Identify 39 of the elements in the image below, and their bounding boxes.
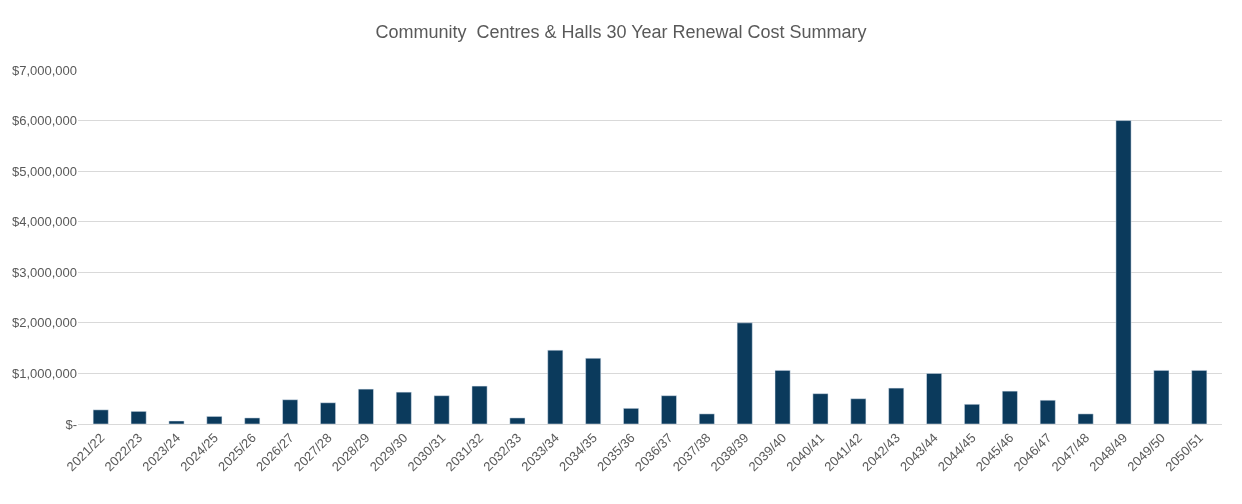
y-tick-label: $3,000,000 <box>11 264 77 280</box>
y-tick-label: $4,000,000 <box>11 214 77 230</box>
bar <box>661 395 677 424</box>
bar <box>812 393 829 424</box>
bar <box>1077 413 1094 424</box>
y-tick-label: $1,000,000 <box>11 365 77 381</box>
bar <box>395 391 412 424</box>
bar <box>1191 370 1208 424</box>
bar <box>623 408 639 424</box>
bar <box>926 373 942 424</box>
bar <box>471 385 488 424</box>
y-tick-label: $- <box>65 416 77 432</box>
bar <box>850 398 867 424</box>
bar <box>888 387 905 424</box>
bar <box>585 358 601 424</box>
bar <box>1115 120 1132 424</box>
y-tick-label: $2,000,000 <box>11 315 77 331</box>
bar <box>168 420 185 424</box>
bar <box>1039 399 1056 424</box>
bar <box>244 417 261 424</box>
bar <box>320 402 336 424</box>
bar <box>282 399 298 424</box>
bar <box>736 322 753 424</box>
bar <box>699 413 715 424</box>
bar <box>774 370 791 424</box>
bar <box>1002 390 1018 424</box>
y-tick-label: $6,000,000 <box>11 113 77 129</box>
bar <box>1153 370 1170 424</box>
bar <box>130 411 147 424</box>
bar <box>92 409 109 424</box>
bar <box>206 416 223 424</box>
bar <box>964 404 980 424</box>
bar <box>358 388 374 424</box>
bar <box>509 417 526 424</box>
y-tick-label: $5,000,000 <box>11 163 77 179</box>
bar <box>433 395 450 424</box>
y-tick-label: $7,000,000 <box>11 62 77 78</box>
bar <box>547 349 564 424</box>
chart-title: Community Centres & Halls 30 Year Renewal Cost Summary <box>375 21 867 42</box>
